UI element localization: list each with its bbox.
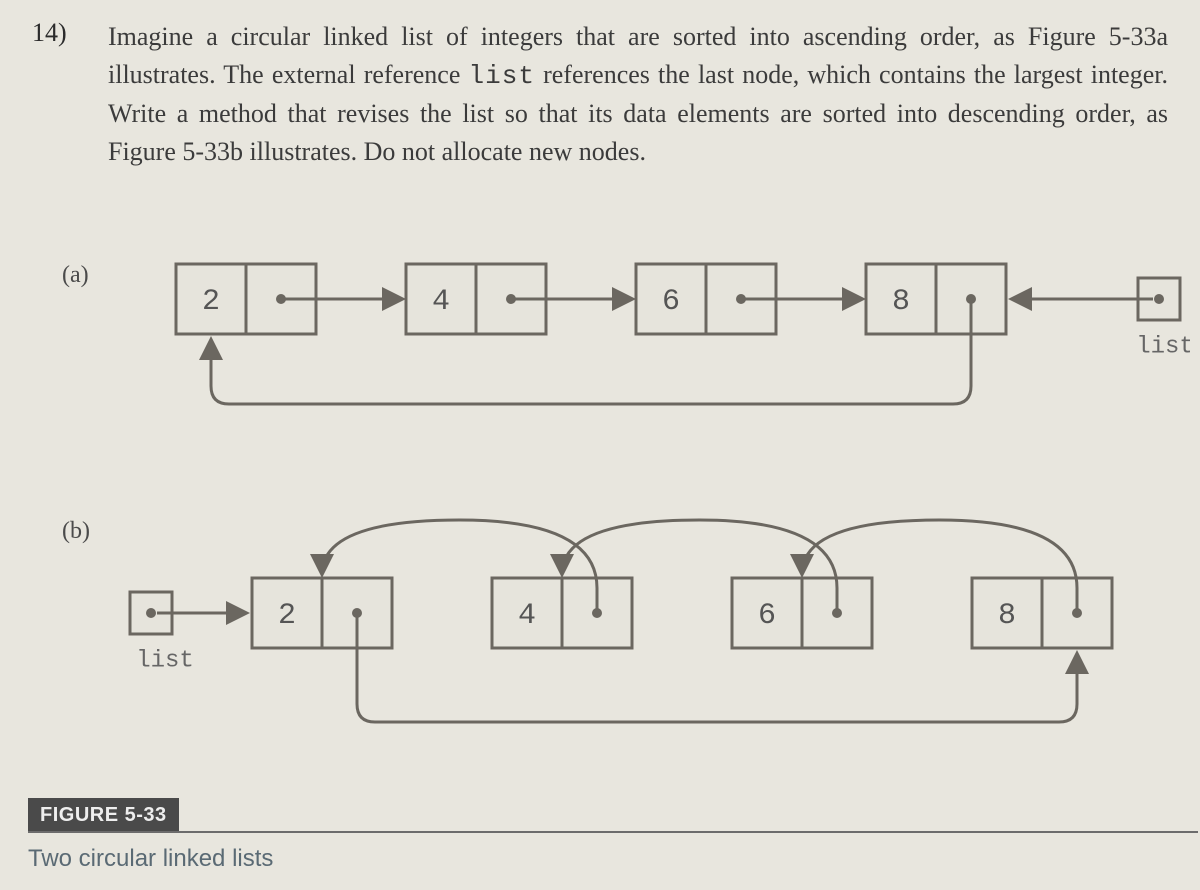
svg-text:6: 6 [758, 599, 776, 633]
svg-text:2: 2 [202, 285, 220, 319]
figure-a: 2 4 6 8 list [150, 250, 1190, 455]
sublabel-a: (a) [62, 262, 89, 289]
sublabel-b: (b) [62, 518, 90, 545]
svg-text:4: 4 [518, 599, 536, 633]
figure-label-chip: FIGURE 5-33 [28, 798, 179, 831]
figure-rule [28, 831, 1198, 833]
question-text: Imagine a circular linked list of intege… [108, 18, 1168, 171]
svg-text:6: 6 [662, 285, 680, 319]
figure-caption: FIGURE 5-33 Two circular linked lists [28, 798, 1200, 873]
figure-b: list 2 4 6 8 [120, 508, 1190, 773]
svg-text:list: list [136, 647, 194, 674]
svg-text:8: 8 [892, 285, 910, 319]
svg-text:list: list [1136, 333, 1190, 360]
page: 14) Imagine a circular linked list of in… [0, 0, 1200, 890]
svg-text:8: 8 [998, 599, 1016, 633]
question-number: 14) [32, 18, 67, 48]
svg-text:4: 4 [432, 285, 450, 319]
svg-text:2: 2 [278, 599, 296, 633]
figure-caption-text: Two circular linked lists [28, 845, 1200, 873]
